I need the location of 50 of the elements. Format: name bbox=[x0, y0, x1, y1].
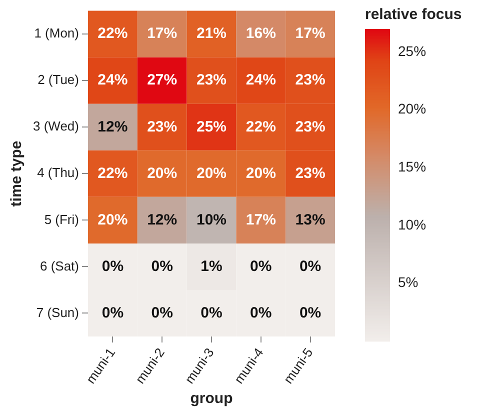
data-label: 13% bbox=[295, 211, 326, 228]
data-label: 23% bbox=[196, 72, 227, 89]
data-label: 0% bbox=[299, 258, 322, 275]
data-label: 16% bbox=[246, 25, 276, 42]
data-label: 0% bbox=[102, 258, 124, 275]
y-tick-label: 7 (Sun) bbox=[36, 304, 79, 320]
data-label: 23% bbox=[295, 72, 326, 89]
data-label: 0% bbox=[102, 304, 124, 322]
color-bar-label: 10% bbox=[398, 216, 426, 232]
data-label: 23% bbox=[147, 118, 178, 136]
y-axis-title: time type bbox=[8, 140, 26, 207]
data-label: 12% bbox=[98, 118, 128, 136]
color-bar-label: 15% bbox=[398, 158, 426, 175]
data-label: 20% bbox=[246, 164, 276, 182]
data-label: 22% bbox=[98, 164, 128, 182]
data-label: 21% bbox=[196, 25, 227, 42]
color-bar-label: 25% bbox=[398, 42, 426, 59]
data-label: 20% bbox=[196, 164, 227, 182]
y-tick-label: 3 (Wed) bbox=[32, 118, 79, 134]
data-label: 22% bbox=[98, 25, 128, 42]
y-tick-label: 5 (Fri) bbox=[44, 212, 79, 227]
data-label: 17% bbox=[246, 211, 276, 228]
data-label: 12% bbox=[147, 211, 178, 228]
y-tick-label: 2 (Tue) bbox=[38, 72, 79, 88]
data-label: 25% bbox=[196, 118, 227, 136]
color-bar-label: 20% bbox=[398, 100, 426, 117]
data-label: 10% bbox=[196, 211, 227, 228]
data-label: 0% bbox=[200, 304, 222, 322]
data-label: 17% bbox=[147, 25, 178, 42]
legend-title: relative focus bbox=[365, 6, 462, 23]
data-label: 0% bbox=[151, 304, 173, 322]
color-bar-label: 5% bbox=[398, 274, 418, 290]
x-axis-title: group bbox=[190, 390, 233, 408]
data-label: 20% bbox=[147, 164, 178, 182]
y-tick-label: 1 (Mon) bbox=[34, 26, 79, 41]
data-label: 17% bbox=[295, 25, 326, 42]
data-label: 0% bbox=[151, 258, 173, 275]
data-label: 27% bbox=[147, 72, 178, 89]
data-label: 1% bbox=[200, 258, 222, 275]
data-label: 0% bbox=[299, 304, 322, 322]
data-label: 24% bbox=[98, 72, 128, 89]
y-tick-label: 6 (Sat) bbox=[40, 258, 79, 274]
data-label: 0% bbox=[250, 304, 272, 322]
data-label: 20% bbox=[98, 211, 128, 228]
data-label: 0% bbox=[250, 258, 272, 275]
data-label: 23% bbox=[295, 118, 326, 136]
data-label: 22% bbox=[246, 118, 276, 136]
data-label: 23% bbox=[295, 164, 326, 182]
y-tick-label: 4 (Thu) bbox=[37, 165, 79, 180]
data-label: 24% bbox=[246, 72, 276, 89]
